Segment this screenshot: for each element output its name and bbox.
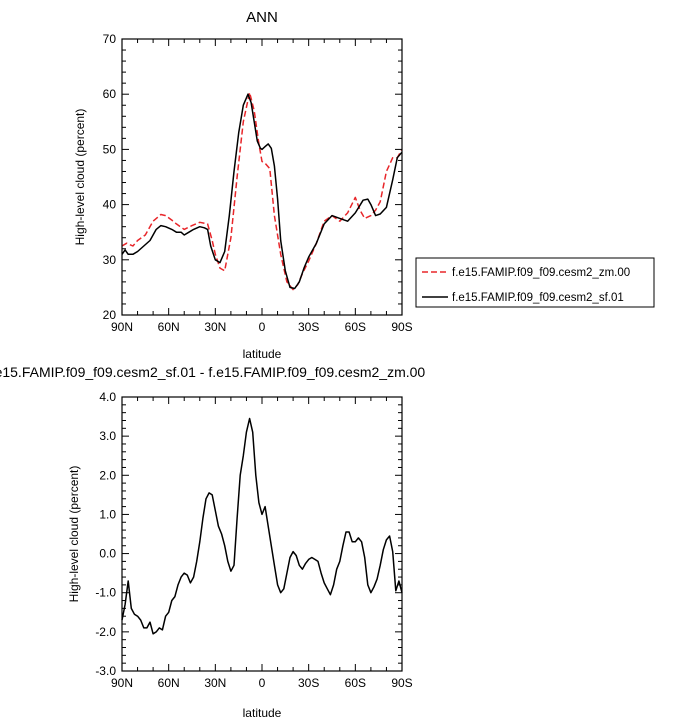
bottom-y-axis-label: High-level cloud (percent) (67, 466, 81, 603)
x-tick-label: 90N (111, 676, 133, 690)
top-ticks-layer: 90N 60N 30N 0 30S 60S 90S 20 30 40 50 60 70 (103, 32, 413, 334)
x-tick-label: 60S (345, 320, 366, 334)
y-tick-label: 70 (103, 32, 117, 46)
bottom-x-axis-label: latitude (243, 706, 282, 720)
y-tick-label: -1.0 (95, 586, 116, 600)
top-panel: ANN 90N 60N 30N 0 30S 60S 90S 20 30 40 50 60 70 lati… (73, 9, 655, 361)
y-tick-label: 50 (103, 142, 117, 156)
series-line-0-0 (121, 91, 403, 291)
legend: f.e15.FAMIP.f09_f09.cesm2_zm.00 f.e15.FA… (415, 257, 655, 308)
x-tick-label: 60N (158, 320, 180, 334)
x-tick-label: 30S (298, 676, 319, 690)
y-tick-label: 3.0 (99, 429, 116, 443)
x-tick-label: 60S (345, 676, 366, 690)
x-tick-label: 0 (259, 676, 266, 690)
x-tick-label: 90N (111, 320, 133, 334)
x-tick-label: 0 (259, 320, 266, 334)
y-tick-label: -2.0 (95, 625, 116, 639)
legend-label-sf: f.e15.FAMIP.f09_f09.cesm2_sf.01 (452, 292, 624, 304)
series-line-0-1 (121, 93, 403, 290)
top-series-layer (121, 91, 403, 291)
x-tick-label: 30N (204, 676, 226, 690)
top-plot-frame (121, 38, 403, 316)
x-tick-label: 30S (298, 320, 319, 334)
x-tick-label: 60N (158, 676, 180, 690)
top-x-axis-label: latitude (243, 347, 282, 361)
bottom-chart-title: f.e15.FAMIP.f09_f09.cesm2_sf.01 - f.e15.… (0, 364, 425, 380)
y-tick-label: 0.0 (99, 547, 116, 561)
bottom-ticks-layer: 90N 60N 30N 0 30S 60S 90S -3.0 -2.0 -1.0 0.0 1.0 2.0… (95, 390, 412, 690)
y-tick-label: 2.0 (99, 468, 116, 482)
bottom-panel: f.e15.FAMIP.f09_f09.cesm2_sf.01 - f.e15.… (0, 364, 425, 720)
series-line-1-0 (121, 417, 403, 635)
top-chart-title: ANN (246, 9, 278, 26)
bottom-plot-frame (121, 396, 403, 672)
legend-box (415, 257, 655, 308)
y-tick-label: 4.0 (99, 390, 116, 404)
x-tick-label: 30N (204, 320, 226, 334)
y-tick-label: 40 (103, 198, 117, 212)
y-tick-label: -3.0 (95, 664, 116, 678)
y-tick-label: 20 (103, 308, 117, 322)
legend-label-zm: f.e15.FAMIP.f09_f09.cesm2_zm.00 (452, 267, 630, 279)
y-tick-label: 30 (103, 253, 117, 267)
y-tick-label: 1.0 (99, 507, 116, 521)
bottom-series-layer (121, 417, 403, 635)
x-tick-label: 90S (391, 320, 412, 334)
x-tick-label: 90S (391, 676, 412, 690)
top-y-axis-label: High-level cloud (percent) (73, 109, 87, 246)
y-tick-label: 60 (103, 87, 117, 101)
